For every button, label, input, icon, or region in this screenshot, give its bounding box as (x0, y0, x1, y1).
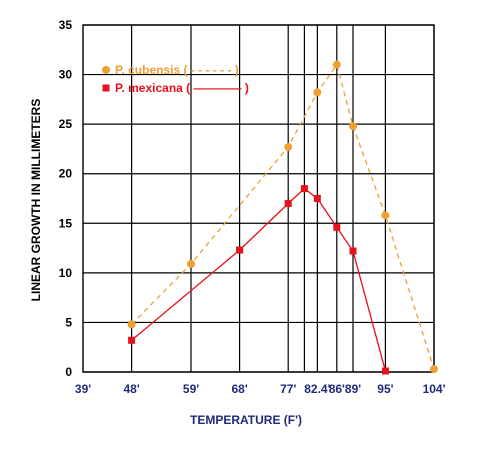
legend-label-0: P. cubensis ( - - - - - - ) (115, 63, 239, 77)
x-tick-label-0: 39' (75, 382, 91, 396)
series-1-point-0 (128, 336, 136, 344)
series (127, 60, 438, 375)
y-tick-label-5: 25 (59, 117, 73, 131)
x-tick-label-7: 89' (345, 382, 361, 396)
x-tick-label-1: 48' (123, 382, 139, 396)
x-tick-label-3: 68' (231, 382, 247, 396)
series-0-point-0 (127, 320, 136, 329)
series-0-point-5 (349, 122, 357, 131)
grid (82, 24, 435, 373)
series-1-point-3 (300, 185, 308, 193)
x-axis-title: TEMPERATURE (F') (190, 413, 302, 427)
series-0 (127, 60, 438, 374)
series-0-point-4 (332, 60, 341, 69)
y-axis-title: LINEAR GROWTH IN MILLIMETERS (29, 99, 43, 302)
series-1 (128, 185, 389, 375)
series-1-point-1 (236, 246, 244, 254)
x-tick-label-6: 86' (329, 382, 345, 396)
series-1-point-4 (313, 195, 321, 202)
y-tick-label-0: 0 (65, 365, 72, 379)
series-0-point-2 (284, 142, 293, 151)
y-tick-label-3: 15 (59, 216, 73, 230)
y-tick-label-6: 30 (59, 68, 73, 82)
y-tick-labels: 0 5 10 15 20 25 30 35 (59, 18, 73, 379)
series-0-point-3 (313, 88, 322, 97)
legend-label-1: P. mexicana ( ———— ) (115, 81, 249, 95)
x-tick-label-2: 59' (183, 382, 199, 396)
series-1-point-7 (381, 367, 389, 375)
series-0-point-7 (430, 365, 438, 374)
x-tick-label-5: 82.4' (304, 382, 330, 396)
y-tick-label-1: 5 (65, 315, 72, 329)
x-tick-label-9: 104' (423, 382, 446, 396)
x-tick-label-8: 95' (377, 382, 393, 396)
y-tick-label-4: 20 (59, 167, 73, 181)
series-0-point-1 (187, 259, 195, 268)
plot-frame (82, 24, 435, 373)
series-1-point-5 (333, 223, 341, 231)
y-tick-label-7: 35 (59, 18, 73, 32)
x-tick-labels: 39' 48' 59' 68' 77' 82.4'86' 89' 95' 104' (75, 382, 446, 396)
series-0-line (131, 63, 435, 370)
x-tick-label-4: 77' (280, 382, 296, 396)
legend: P. cubensis ( - - - - - - ) P. mexicana (… (102, 63, 249, 95)
legend-marker-1 (102, 84, 110, 92)
series-0-point-6 (381, 211, 390, 220)
series-1-line (131, 187, 387, 372)
series-1-point-2 (284, 199, 292, 207)
series-1-point-6 (349, 247, 357, 255)
legend-marker-0 (102, 66, 110, 74)
y-tick-label-2: 10 (59, 266, 73, 280)
